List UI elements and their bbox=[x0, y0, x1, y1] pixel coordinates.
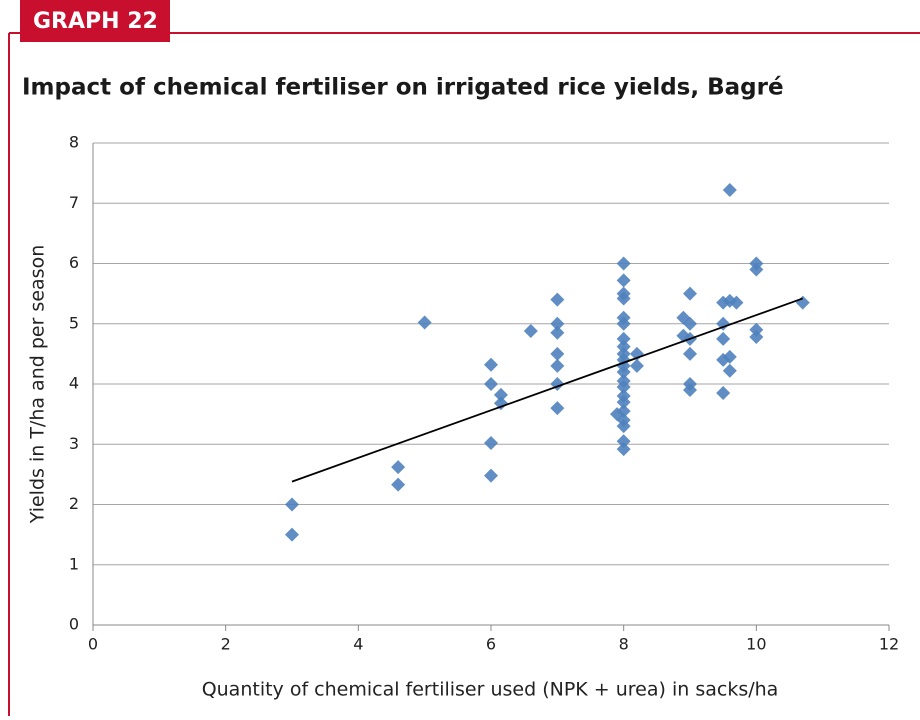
point bbox=[722, 182, 737, 197]
x-tick-label: 12 bbox=[879, 635, 899, 654]
point bbox=[722, 349, 737, 364]
x-tick-label: 2 bbox=[221, 635, 231, 654]
point bbox=[616, 291, 631, 306]
point bbox=[683, 383, 697, 398]
point bbox=[484, 468, 498, 483]
point bbox=[616, 419, 631, 434]
badge: GRAPH 22 bbox=[33, 9, 158, 34]
point bbox=[616, 442, 631, 457]
point bbox=[550, 346, 565, 361]
point bbox=[616, 256, 631, 271]
badge-box bbox=[20, 0, 170, 42]
point bbox=[484, 357, 498, 372]
point bbox=[683, 346, 697, 361]
chart-title: Impact of chemical fertiliser on irrigat… bbox=[22, 75, 784, 101]
point bbox=[729, 295, 744, 310]
point bbox=[550, 316, 565, 331]
x-tick-label: 6 bbox=[486, 635, 496, 654]
point bbox=[550, 325, 565, 340]
point bbox=[716, 386, 731, 401]
point bbox=[722, 363, 737, 378]
point bbox=[616, 380, 631, 395]
x-axis-label: Quantity of chemical fertiliser used (NP… bbox=[202, 679, 779, 701]
point bbox=[749, 262, 764, 277]
y-tick-label: 3 bbox=[69, 434, 79, 453]
point bbox=[716, 316, 731, 331]
trendline bbox=[291, 297, 804, 483]
x-tick-label: 4 bbox=[353, 635, 363, 654]
x-tick-label: 8 bbox=[619, 635, 629, 654]
x-tick-label: 0 bbox=[88, 635, 98, 654]
point bbox=[616, 339, 631, 354]
point bbox=[616, 434, 631, 449]
point bbox=[493, 396, 508, 411]
point bbox=[616, 395, 631, 410]
y-tick-label: 2 bbox=[69, 494, 79, 513]
point bbox=[616, 364, 631, 379]
y-tick-label: 4 bbox=[69, 374, 79, 393]
point bbox=[391, 460, 406, 475]
point bbox=[285, 527, 299, 542]
y-tick-label: 0 bbox=[69, 615, 79, 634]
point bbox=[417, 315, 432, 330]
point bbox=[716, 331, 731, 346]
point bbox=[523, 323, 538, 338]
point bbox=[749, 330, 764, 345]
y-axis-label: Yields in T/ha and per season bbox=[27, 245, 49, 524]
y-tick-label: 8 bbox=[69, 133, 79, 152]
point bbox=[391, 477, 406, 492]
point bbox=[616, 273, 631, 288]
point bbox=[629, 358, 644, 373]
point bbox=[285, 497, 299, 512]
point bbox=[749, 322, 764, 337]
point bbox=[550, 358, 565, 373]
point bbox=[550, 292, 565, 307]
x-tick-label: 10 bbox=[746, 635, 766, 654]
point bbox=[484, 436, 498, 451]
point bbox=[484, 377, 498, 391]
point bbox=[683, 316, 697, 331]
point bbox=[795, 295, 810, 310]
point bbox=[683, 286, 697, 301]
y-tick-label: 7 bbox=[69, 193, 79, 212]
y-tick-label: 1 bbox=[69, 554, 79, 573]
point bbox=[493, 387, 508, 402]
point bbox=[616, 331, 631, 346]
point bbox=[616, 316, 631, 331]
y-tick-label: 6 bbox=[69, 253, 79, 272]
y-tick-label: 5 bbox=[69, 313, 79, 332]
point bbox=[550, 401, 565, 416]
point bbox=[610, 407, 625, 422]
